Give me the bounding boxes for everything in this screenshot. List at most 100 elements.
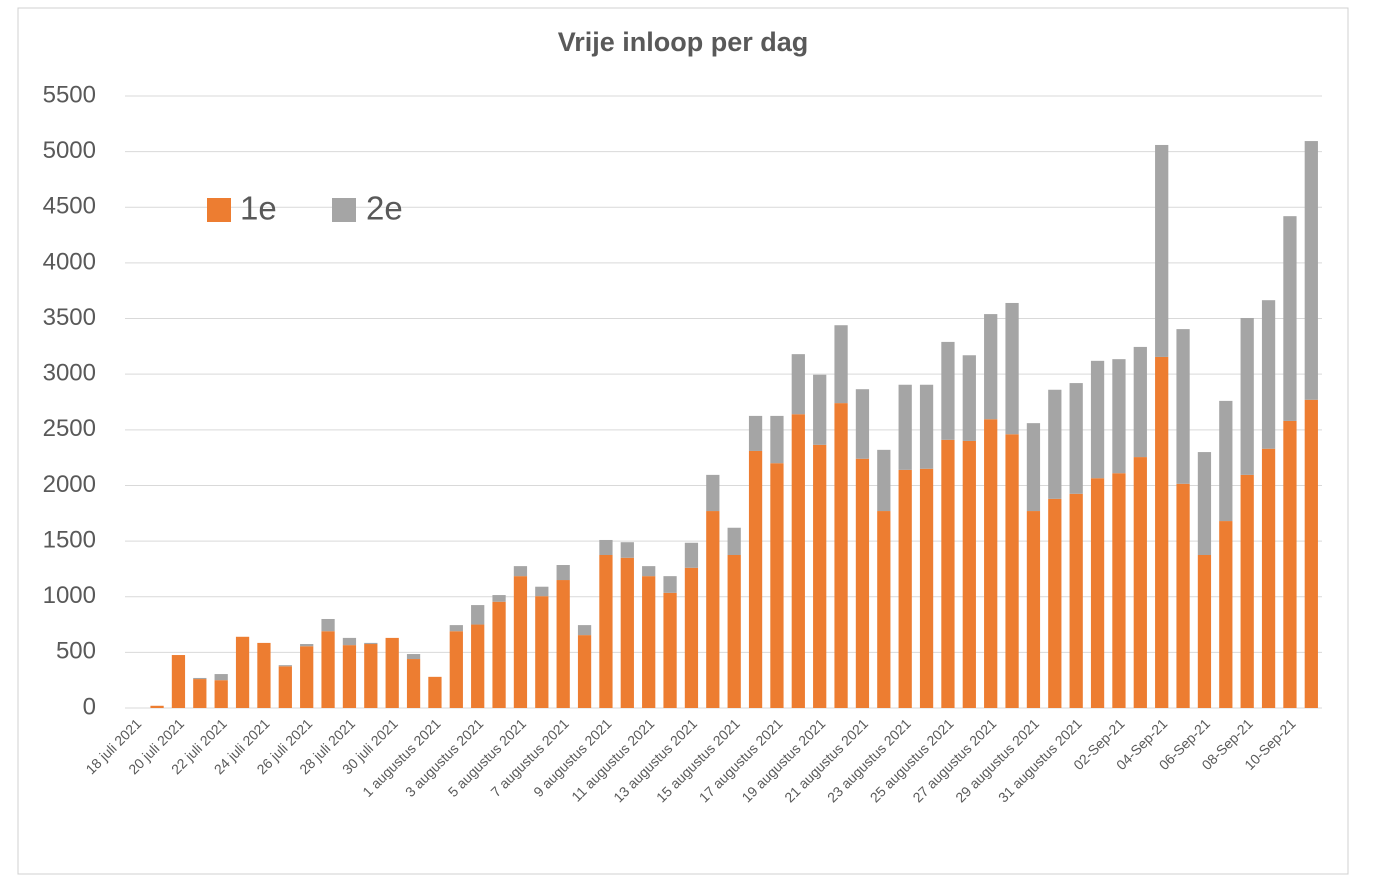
bar-segment (471, 624, 485, 708)
bar-segment (214, 680, 228, 708)
y-tick-label: 3500 (43, 304, 96, 331)
bar-segment (898, 469, 912, 708)
bar-segment (770, 415, 784, 464)
bar-segment (791, 354, 805, 415)
bar-segment (1069, 493, 1083, 708)
bar-segment (406, 659, 421, 708)
bar-segment (449, 631, 463, 708)
y-tick-label: 3000 (43, 360, 96, 387)
bar-segment (684, 542, 699, 568)
bar-segment (1176, 329, 1190, 484)
bar-segment (855, 389, 870, 459)
bar-segment (813, 444, 827, 708)
bar-segment (385, 637, 399, 708)
bar-segment (556, 565, 570, 581)
bar-segment (1240, 317, 1254, 475)
bar-segment (471, 605, 485, 625)
bar-segment (642, 566, 656, 577)
y-tick-label: 2000 (43, 471, 96, 498)
bar-segment (364, 642, 378, 645)
chart-frame (17, 7, 1349, 875)
bar-segment (1026, 423, 1041, 512)
bar-segment (599, 555, 613, 708)
bar-segment (1240, 474, 1254, 708)
bar-segment (1133, 346, 1147, 458)
bar-segment (150, 705, 164, 708)
bar-segment (577, 635, 592, 708)
legend: 1e 2e (207, 190, 403, 227)
bar-segment (919, 468, 934, 708)
y-tick-label: 2500 (43, 415, 96, 442)
bar-segment (1304, 141, 1318, 400)
bar-segment (706, 474, 720, 512)
bar-segment (535, 586, 549, 597)
bar-segment (620, 557, 634, 708)
y-tick-label: 1500 (43, 526, 96, 553)
bar-segment (300, 644, 314, 647)
legend-swatch (207, 198, 231, 222)
bar-segment (193, 677, 207, 680)
bar-segment (1261, 448, 1276, 708)
bar-segment (1304, 399, 1318, 708)
bar-segment (535, 596, 549, 708)
bar-segment (1283, 420, 1297, 708)
bar-segment (1090, 478, 1105, 708)
bar-segment (342, 645, 357, 708)
bar-segment (984, 314, 998, 420)
bar-segment (1005, 302, 1019, 435)
bar-segment (1197, 452, 1212, 555)
bar-segment (791, 414, 805, 708)
bar-segment (214, 674, 228, 681)
bar-segment (877, 511, 891, 708)
bar-segment (748, 450, 763, 708)
bar-segment (193, 679, 207, 708)
bar-segment (1026, 511, 1041, 708)
bar-segment (278, 666, 292, 708)
bar-segment (513, 576, 528, 708)
bar-segment (300, 646, 314, 708)
bar-segment (235, 636, 250, 708)
bar-segment (1155, 144, 1169, 357)
bar-segment (727, 527, 741, 555)
bar-segment (962, 440, 976, 708)
bar-segment (834, 325, 848, 404)
bar-segment (663, 576, 677, 593)
bar-segment (1112, 473, 1126, 708)
bar-segment (813, 374, 827, 445)
bar-segment (492, 595, 506, 602)
bar-segment (406, 654, 421, 660)
bar-segment (1155, 356, 1169, 708)
bar-segment (1048, 389, 1062, 499)
bar-segment (748, 415, 763, 451)
bar-segment (984, 419, 998, 708)
bar-segment (1219, 521, 1233, 708)
bar-segment (278, 665, 292, 667)
bar-segment (599, 539, 613, 555)
bar-segment (1112, 359, 1126, 474)
legend-swatch (332, 198, 356, 222)
y-tick-label: 4000 (43, 248, 96, 275)
y-tick-label: 500 (56, 638, 96, 665)
bar-segment (834, 403, 848, 708)
bar-segment (1197, 555, 1212, 708)
bar-segment (513, 566, 528, 577)
bar-segment (1133, 457, 1147, 708)
legend-label: 1e (240, 190, 277, 227)
bar-segment (1069, 383, 1083, 494)
bar-segment (642, 576, 656, 708)
bar-segment (706, 511, 720, 708)
bar-segment (1005, 434, 1019, 708)
bar-segment (1261, 300, 1276, 449)
bar-segment (1090, 360, 1105, 479)
bar-segment (919, 384, 934, 469)
legend-label: 2e (366, 190, 403, 227)
y-tick-label: 1000 (43, 582, 96, 609)
bar-segment (1176, 483, 1190, 708)
bar-segment (171, 655, 186, 708)
bar-segment (898, 384, 912, 470)
bar-segment (428, 676, 442, 708)
bar-segment (321, 618, 335, 632)
bar-segment (620, 542, 634, 558)
bar-segment (941, 341, 955, 440)
